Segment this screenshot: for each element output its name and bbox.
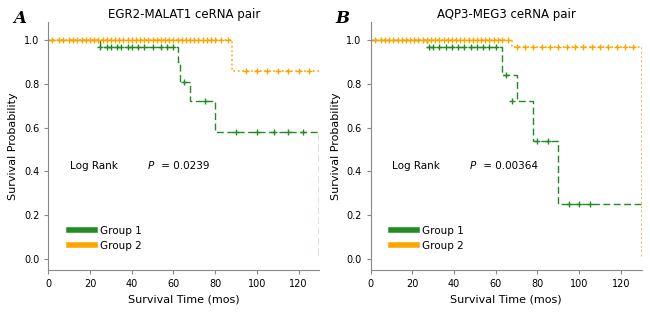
Text: Log Rank: Log Rank — [70, 161, 121, 171]
Y-axis label: Survival Probability: Survival Probability — [331, 92, 341, 200]
Text: = 0.0239: = 0.0239 — [157, 161, 209, 171]
Legend: Group 1, Group 2: Group 1, Group 2 — [387, 221, 468, 255]
Text: B: B — [335, 10, 349, 27]
Title: AQP3-MEG3 ceRNA pair: AQP3-MEG3 ceRNA pair — [437, 8, 575, 21]
Title: EGR2-MALAT1 ceRNA pair: EGR2-MALAT1 ceRNA pair — [108, 8, 260, 21]
Text: A: A — [13, 10, 26, 27]
Y-axis label: Survival Probability: Survival Probability — [8, 92, 18, 200]
Text: = 0.00364: = 0.00364 — [480, 161, 538, 171]
Text: Log Rank: Log Rank — [392, 161, 443, 171]
Text: P: P — [148, 161, 153, 171]
X-axis label: Survival Time (mos): Survival Time (mos) — [450, 295, 562, 305]
X-axis label: Survival Time (mos): Survival Time (mos) — [128, 295, 240, 305]
Text: P: P — [469, 161, 476, 171]
Legend: Group 1, Group 2: Group 1, Group 2 — [64, 221, 146, 255]
